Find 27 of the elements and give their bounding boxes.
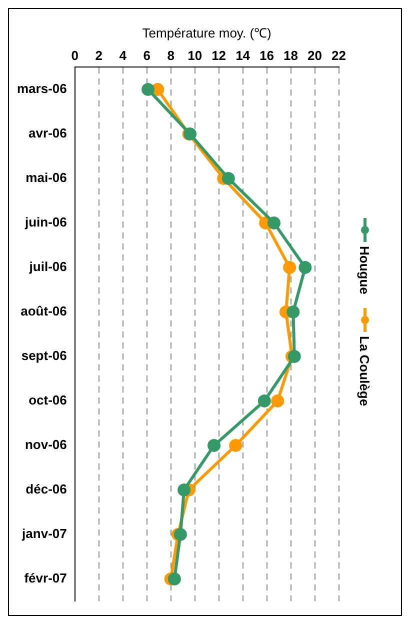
x-tick-label: 18 xyxy=(284,48,298,63)
y-tick-label: sept-06 xyxy=(21,348,67,364)
x-tick-label: 2 xyxy=(95,48,102,63)
x-tick-label: 20 xyxy=(308,48,322,63)
y-tick-label: oct-06 xyxy=(28,392,67,408)
y-tick-label: avr-06 xyxy=(28,126,67,141)
x-tick-label: 6 xyxy=(143,48,150,63)
y-tick-label: août-06 xyxy=(20,304,67,319)
y-tick-label: déc-06 xyxy=(26,482,67,497)
y-tick-label: mars-06 xyxy=(16,81,67,96)
x-tick-label: 8 xyxy=(167,48,174,63)
y-tick-label: nov-06 xyxy=(24,437,67,452)
x-tick-label: 16 xyxy=(260,48,274,63)
x-tick-label: 12 xyxy=(212,48,226,63)
y-tick-label: juin-06 xyxy=(24,214,67,230)
y-tick-label: mai-06 xyxy=(26,170,67,186)
x-tick-label: 22 xyxy=(332,48,346,63)
x-tick-label: 10 xyxy=(188,48,202,63)
legend-label: La Coulège xyxy=(357,336,372,406)
y-tick-label: janv-07 xyxy=(21,526,67,542)
x-tick-label: 14 xyxy=(236,48,251,63)
x-tick-label: 0 xyxy=(71,48,78,63)
x-axis-title: Température moy. (℃) xyxy=(142,25,272,40)
x-tick-label: 4 xyxy=(119,48,128,63)
y-tick-label: juil-06 xyxy=(28,259,67,274)
legend-label: Hougue xyxy=(357,246,372,294)
y-tick-label: févr-07 xyxy=(24,570,67,586)
